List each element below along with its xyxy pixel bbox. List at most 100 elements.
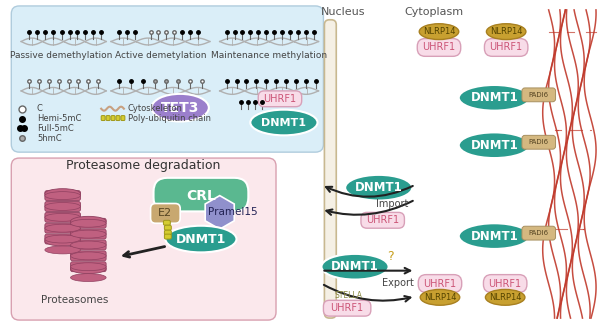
Text: UHRF1: UHRF1 — [424, 279, 457, 288]
FancyBboxPatch shape — [121, 115, 125, 121]
Text: DNMT1: DNMT1 — [355, 181, 403, 194]
Ellipse shape — [459, 223, 530, 249]
Text: Passive demethylation: Passive demethylation — [10, 51, 113, 60]
FancyBboxPatch shape — [45, 223, 80, 233]
Text: DNMT1: DNMT1 — [262, 117, 307, 128]
FancyBboxPatch shape — [325, 20, 336, 318]
FancyBboxPatch shape — [417, 39, 461, 56]
Ellipse shape — [71, 219, 106, 227]
Ellipse shape — [71, 263, 106, 271]
FancyBboxPatch shape — [522, 135, 556, 149]
Ellipse shape — [45, 235, 80, 243]
Text: PADI6: PADI6 — [529, 230, 549, 236]
Text: Proteasomes: Proteasomes — [41, 295, 108, 305]
Text: DNMT1: DNMT1 — [331, 260, 379, 273]
Text: TET3: TET3 — [161, 101, 199, 115]
Text: Nucleus: Nucleus — [321, 7, 365, 17]
FancyBboxPatch shape — [71, 262, 106, 272]
FancyBboxPatch shape — [71, 218, 106, 228]
Ellipse shape — [45, 246, 80, 254]
Ellipse shape — [71, 274, 106, 282]
FancyBboxPatch shape — [164, 225, 172, 230]
Text: NLRP14: NLRP14 — [424, 293, 456, 302]
Text: UHRF1: UHRF1 — [490, 43, 523, 52]
FancyBboxPatch shape — [101, 115, 105, 121]
Text: 5hmC: 5hmC — [37, 134, 62, 143]
Text: NLRP14: NLRP14 — [423, 27, 455, 36]
FancyBboxPatch shape — [151, 203, 180, 223]
FancyBboxPatch shape — [164, 234, 172, 239]
FancyBboxPatch shape — [45, 213, 80, 222]
Text: NLRP14: NLRP14 — [490, 27, 523, 36]
Text: Hemi-5mC: Hemi-5mC — [37, 114, 82, 123]
FancyBboxPatch shape — [45, 191, 80, 200]
Text: PADI6: PADI6 — [529, 92, 549, 98]
Text: UHRF1: UHRF1 — [488, 279, 522, 288]
FancyBboxPatch shape — [106, 115, 110, 121]
FancyBboxPatch shape — [71, 229, 106, 239]
FancyBboxPatch shape — [361, 213, 404, 228]
FancyBboxPatch shape — [71, 240, 106, 250]
Ellipse shape — [45, 192, 80, 199]
Ellipse shape — [71, 241, 106, 249]
Text: STELLA: STELLA — [334, 291, 362, 300]
FancyBboxPatch shape — [163, 220, 170, 225]
Ellipse shape — [459, 85, 530, 111]
FancyBboxPatch shape — [116, 115, 120, 121]
Text: UHRF1: UHRF1 — [366, 215, 399, 225]
Ellipse shape — [166, 226, 236, 252]
FancyBboxPatch shape — [258, 91, 302, 107]
FancyBboxPatch shape — [154, 178, 248, 212]
Ellipse shape — [71, 230, 106, 238]
FancyBboxPatch shape — [323, 300, 371, 316]
Text: ?: ? — [387, 250, 394, 263]
FancyBboxPatch shape — [45, 201, 80, 212]
Ellipse shape — [250, 110, 317, 135]
FancyBboxPatch shape — [11, 6, 323, 152]
Text: Import: Import — [376, 199, 409, 210]
Ellipse shape — [45, 214, 80, 221]
Ellipse shape — [485, 289, 525, 305]
Ellipse shape — [71, 216, 106, 226]
Text: Active demetylation: Active demetylation — [115, 51, 206, 60]
Text: NLRP14: NLRP14 — [489, 293, 521, 302]
Ellipse shape — [71, 252, 106, 260]
Text: UHRF1: UHRF1 — [422, 43, 455, 52]
Ellipse shape — [45, 236, 80, 246]
FancyBboxPatch shape — [418, 275, 462, 292]
Text: E2: E2 — [158, 208, 172, 218]
Text: DNMT1: DNMT1 — [470, 230, 518, 243]
Text: Poly-ubiquitin chain: Poly-ubiquitin chain — [128, 114, 211, 123]
Text: Export: Export — [382, 278, 413, 287]
FancyBboxPatch shape — [522, 88, 556, 102]
Ellipse shape — [345, 175, 412, 200]
Text: Pramel15: Pramel15 — [208, 207, 257, 217]
FancyBboxPatch shape — [484, 275, 527, 292]
Text: Cytoskeleton: Cytoskeleton — [128, 104, 183, 113]
Ellipse shape — [45, 189, 80, 198]
Text: UHRF1: UHRF1 — [263, 94, 296, 104]
Ellipse shape — [420, 289, 460, 305]
FancyBboxPatch shape — [111, 115, 115, 121]
FancyBboxPatch shape — [45, 234, 80, 244]
Text: C: C — [37, 104, 43, 113]
FancyBboxPatch shape — [11, 158, 276, 320]
Text: UHRF1: UHRF1 — [331, 303, 364, 313]
Text: Maintenance methylation: Maintenance methylation — [211, 51, 327, 60]
Ellipse shape — [487, 24, 526, 40]
FancyBboxPatch shape — [71, 251, 106, 261]
Ellipse shape — [45, 202, 80, 210]
Ellipse shape — [322, 254, 389, 280]
Text: DNMT1: DNMT1 — [470, 91, 518, 104]
FancyBboxPatch shape — [164, 230, 172, 235]
Ellipse shape — [45, 224, 80, 232]
Text: Cytoplasm: Cytoplasm — [404, 7, 464, 17]
Text: CRL: CRL — [186, 189, 216, 203]
Ellipse shape — [419, 24, 459, 40]
Ellipse shape — [459, 132, 530, 158]
Ellipse shape — [152, 94, 209, 122]
FancyBboxPatch shape — [484, 39, 528, 56]
Text: PADI6: PADI6 — [529, 139, 549, 145]
Text: Full-5mC: Full-5mC — [37, 124, 74, 133]
Text: DNMT1: DNMT1 — [470, 139, 518, 152]
